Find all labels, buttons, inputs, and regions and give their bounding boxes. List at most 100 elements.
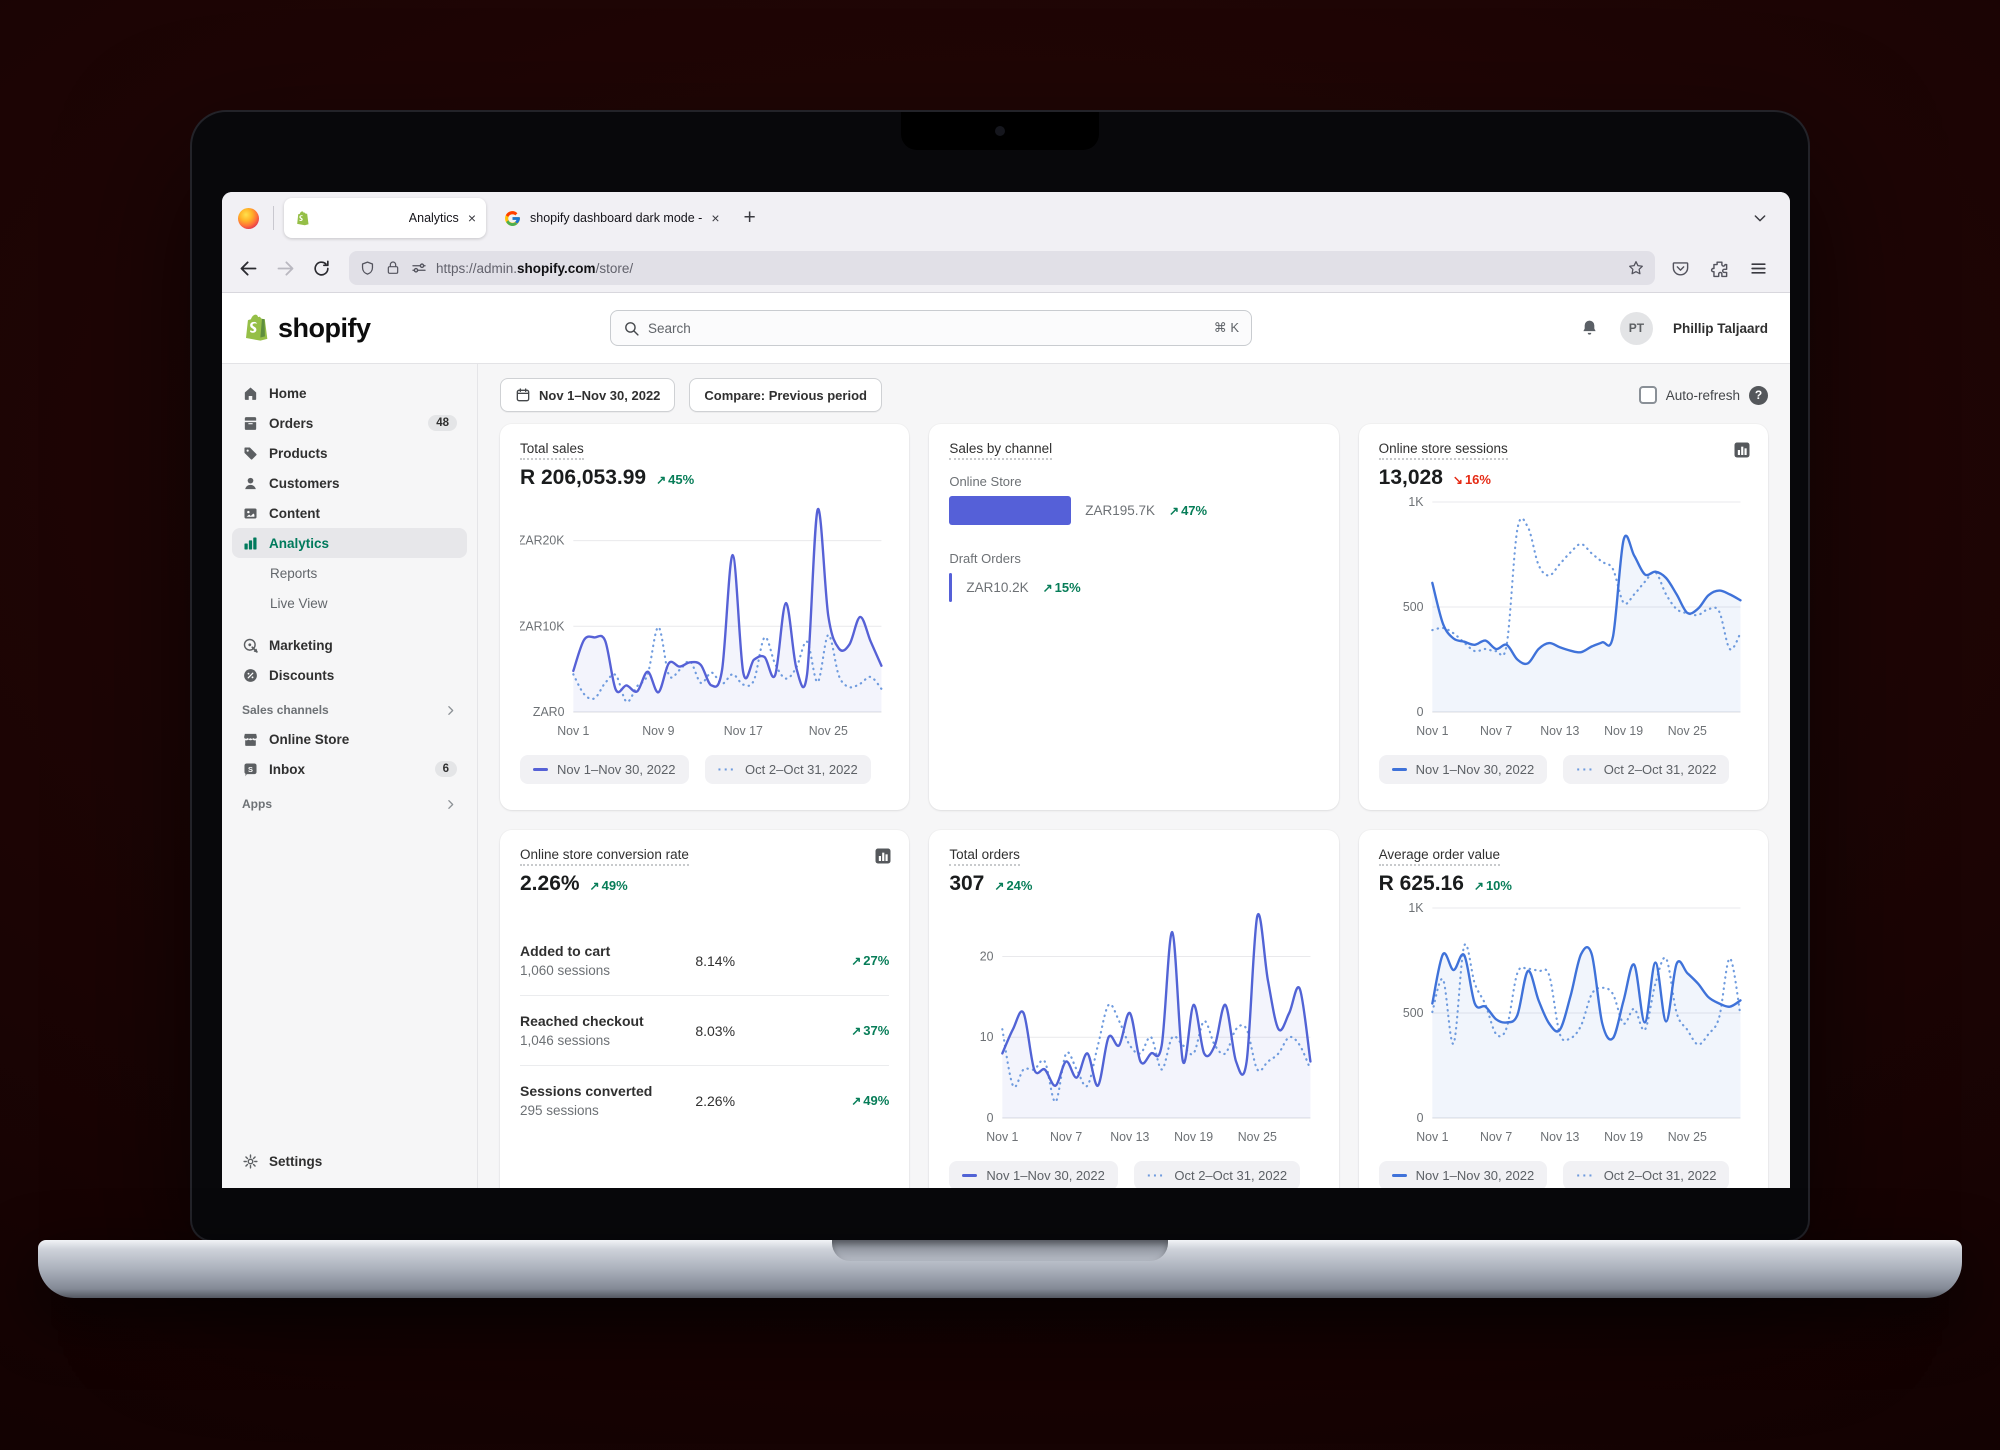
sidebar-item-orders[interactable]: Orders 48 <box>232 408 467 438</box>
trend-arrow-icon: ↗ <box>1042 581 1053 595</box>
back-icon[interactable] <box>238 258 259 279</box>
customers-icon <box>245 477 256 489</box>
sidebar-section-apps[interactable]: Apps <box>232 790 467 818</box>
sidebar-item-inbox[interactable]: S Inbox 6 <box>232 754 467 784</box>
tab-close-icon[interactable]: × <box>711 210 720 226</box>
forward-icon[interactable] <box>275 258 296 279</box>
auto-refresh-checkbox[interactable] <box>1638 386 1657 404</box>
date-range-button[interactable]: Nov 1–Nov 30, 2022 <box>500 378 676 412</box>
dotted-line-swatch: ··· <box>1576 761 1595 777</box>
shopify-logo[interactable]: shopify <box>240 312 371 344</box>
card-title[interactable]: Online store sessions <box>1378 441 1508 460</box>
calendar-icon <box>516 388 530 402</box>
trend-arrow-icon: ↗ <box>656 473 667 487</box>
shopify-header: shopify Search ⌘ K PT Phillip Taljaard <box>222 293 1790 364</box>
metric-value: R 206,053.99 <box>520 466 647 489</box>
sales-by-channel-card: Sales by channel Online Store ZAR195.7K … <box>929 424 1339 810</box>
delta-badge: ↗ 10% <box>1473 878 1512 893</box>
sidebar-item-online-store[interactable]: Online Store <box>232 724 467 754</box>
chart-legend: Nov 1–Nov 30, 2022 ··· Oct 2–Oct 31, 2022 <box>949 1161 1318 1188</box>
svg-text:ZAR0: ZAR0 <box>533 705 565 719</box>
svg-text:Nov 19: Nov 19 <box>1174 1130 1213 1144</box>
search-input[interactable]: Search ⌘ K <box>610 310 1252 346</box>
tab-google-search[interactable]: shopify dashboard dark mode - × <box>494 198 730 238</box>
shield-icon[interactable] <box>359 260 376 277</box>
extensions-puzzle-icon[interactable] <box>1710 259 1729 278</box>
sidebar-item-reports[interactable]: Reports <box>270 565 318 581</box>
channel-label: Online Store <box>949 474 1022 489</box>
sidebar-item-settings[interactable]: Settings <box>232 1146 467 1176</box>
svg-text:0: 0 <box>1416 705 1423 719</box>
laptop-notch <box>901 112 1099 150</box>
tab-title: shopify dashboard dark mode - <box>530 211 703 225</box>
funnel-row-reached-checkout: Reached checkout 1,046 sessions 8.03% ↗ 37… <box>520 995 890 1065</box>
card-title[interactable]: Online store conversion rate <box>520 847 689 866</box>
channel-value: ZAR10.2K <box>966 580 1029 595</box>
discounts-icon <box>244 668 257 682</box>
svg-text:1K: 1K <box>1408 495 1424 509</box>
svg-text:Nov 9: Nov 9 <box>642 724 674 738</box>
card-title[interactable]: Average order value <box>1378 847 1500 866</box>
inbox-badge: 6 <box>434 761 457 777</box>
reload-icon[interactable] <box>312 259 331 278</box>
menu-hamburger-icon[interactable] <box>1749 259 1768 278</box>
products-tag-icon <box>244 446 257 460</box>
legend-chip: ··· Oct 2–Oct 31, 2022 <box>1563 1161 1730 1188</box>
avatar[interactable]: PT <box>1619 311 1653 345</box>
pocket-icon[interactable] <box>1671 259 1690 278</box>
legend-chip: ··· Oct 2–Oct 31, 2022 <box>1133 1161 1301 1188</box>
laptop-base <box>38 1240 1962 1298</box>
search-shortcut: ⌘ K <box>1213 320 1239 335</box>
storefront-icon <box>244 733 257 746</box>
svg-text:Nov 13: Nov 13 <box>1540 724 1579 738</box>
sidebar-item-content[interactable]: Content <box>232 498 467 528</box>
user-name[interactable]: Phillip Taljaard <box>1672 320 1768 336</box>
dotted-line-swatch: ··· <box>717 761 737 777</box>
card-title[interactable]: Sales by channel <box>949 441 1053 460</box>
delta-badge: ↗ 27% <box>851 952 890 968</box>
settings-gear-icon <box>243 1153 258 1169</box>
sidebar-item-home[interactable]: Home <box>232 378 467 408</box>
sidebar-item-marketing[interactable]: Marketing <box>232 630 467 660</box>
analytics-main: Nov 1–Nov 30, 2022 Compare: Previous per… <box>478 364 1790 1188</box>
sidebar-item-discounts[interactable]: Discounts <box>232 660 467 690</box>
svg-text:Nov 13: Nov 13 <box>1111 1130 1150 1144</box>
metric-value: 13,028 <box>1378 466 1443 489</box>
chart-legend: Nov 1–Nov 30, 2022 ··· Oct 2–Oct 31, 2022 <box>1378 755 1748 784</box>
metric-value: 307 <box>949 872 985 895</box>
url-bar[interactable]: https://admin.shopify.com/store/ <box>349 251 1655 285</box>
card-title[interactable]: Total sales <box>520 441 584 460</box>
online-store-sessions-chart: 1K 500 0 Nov 1 Nov 7 Nov 13 Nov 19 Nov 25 <box>1379 492 1748 747</box>
content-icon <box>244 508 257 518</box>
browser-tab-bar: Analytics × shopify dashboard dark mode … <box>222 192 1790 244</box>
card-title[interactable]: Total orders <box>949 847 1020 866</box>
chart-type-toggle-icon[interactable] <box>873 846 893 866</box>
new-tab-button[interactable]: + <box>743 206 756 229</box>
sidebar-item-products[interactable]: Products <box>232 438 467 468</box>
notification-bell-icon[interactable] <box>1579 318 1600 339</box>
sidebar-section-sales-channels[interactable]: Sales channels <box>232 696 467 724</box>
tab-close-icon[interactable]: × <box>467 210 476 226</box>
help-icon[interactable]: ? <box>1749 385 1768 405</box>
sidebar-item-live-view[interactable]: Live View <box>270 595 328 611</box>
tab-analytics[interactable]: Analytics × <box>284 198 486 238</box>
sidebar-item-customers[interactable]: Customers <box>232 468 467 498</box>
firefox-icon <box>238 207 259 229</box>
permissions-icon[interactable] <box>410 259 428 277</box>
shopify-favicon <box>297 210 309 225</box>
search-placeholder: Search <box>648 320 691 336</box>
delta-badge: ↗ 49% <box>851 1092 890 1108</box>
sidebar-item-analytics[interactable]: Analytics <box>232 528 467 558</box>
svg-text:10: 10 <box>980 1030 994 1044</box>
tab-list-chevron-down-icon[interactable] <box>1752 210 1768 226</box>
laptop-camera <box>995 126 1005 136</box>
bookmark-star-icon[interactable] <box>1627 259 1645 277</box>
metric-value: 2.26% <box>520 872 580 895</box>
svg-text:Nov 13: Nov 13 <box>1540 1130 1579 1144</box>
lock-icon[interactable] <box>385 260 401 276</box>
svg-text:S: S <box>248 764 253 773</box>
channel-bar <box>949 573 953 602</box>
chart-type-toggle-icon[interactable] <box>1732 440 1752 460</box>
legend-chip: ··· Oct 2–Oct 31, 2022 <box>1563 755 1730 784</box>
compare-button[interactable]: Compare: Previous period <box>689 378 882 412</box>
